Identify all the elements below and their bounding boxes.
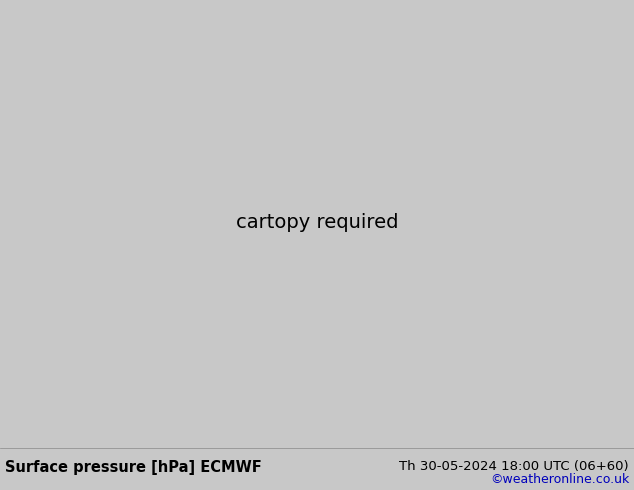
Text: Th 30-05-2024 18:00 UTC (06+60): Th 30-05-2024 18:00 UTC (06+60) (399, 460, 629, 473)
Text: ©weatheronline.co.uk: ©weatheronline.co.uk (489, 473, 629, 486)
Text: cartopy required: cartopy required (236, 214, 398, 232)
Text: Surface pressure [hPa] ECMWF: Surface pressure [hPa] ECMWF (5, 460, 262, 475)
